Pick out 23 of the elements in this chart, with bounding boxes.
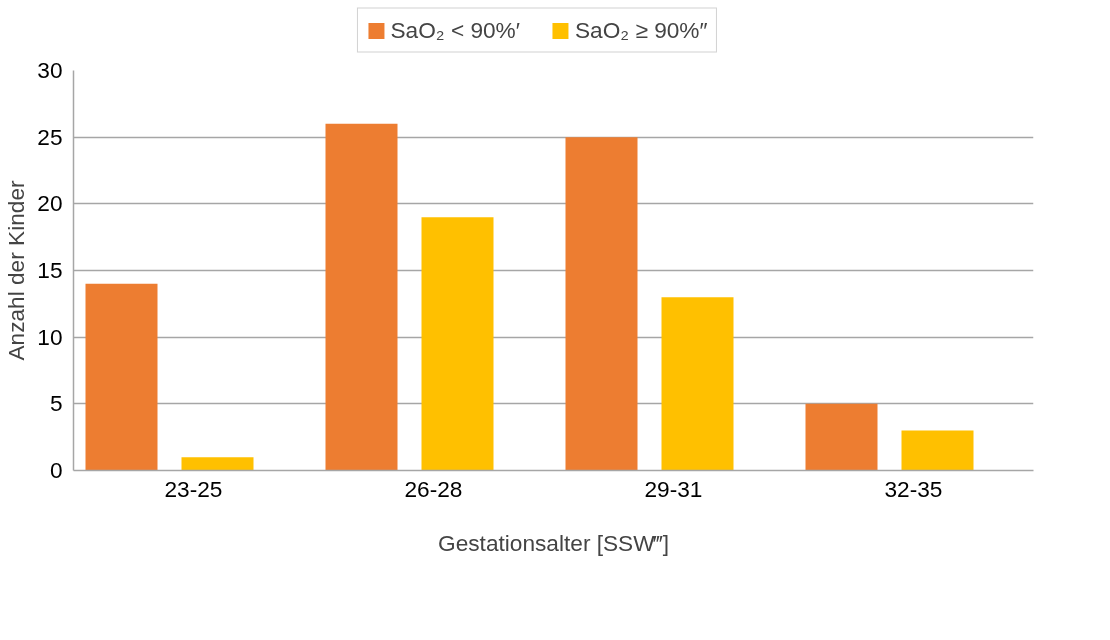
bar (181, 457, 254, 471)
y-axis-title: Anzahl der Kinder (3, 179, 30, 361)
x-tick-label: 23-25 (164, 475, 223, 502)
y-tick-label: 15 (37, 257, 63, 283)
y-tick-label: 0 (49, 457, 63, 483)
x-tick-label: 32-35 (884, 475, 943, 502)
y-tick-label: 30 (37, 57, 63, 83)
bar (85, 283, 158, 471)
x-tick-label: 26-28 (404, 475, 463, 502)
x-tick-label: 29-31 (644, 475, 703, 502)
bar (661, 297, 734, 471)
x-axis-title: Gestationsalter [SSW‴] (438, 529, 669, 556)
bar (565, 137, 638, 471)
bar (805, 403, 878, 471)
legend-label: SaO₂ < 90%′ (390, 16, 521, 44)
bar (421, 217, 494, 471)
bar (325, 123, 398, 471)
y-tick-label: 5 (49, 390, 63, 417)
bar (901, 430, 974, 471)
y-tick-label: 20 (37, 190, 63, 217)
y-tick-label: 25 (37, 123, 63, 150)
y-tick-label: 10 (37, 323, 63, 350)
legend-label: SaO₂ ≥ 90%″ (575, 16, 708, 44)
